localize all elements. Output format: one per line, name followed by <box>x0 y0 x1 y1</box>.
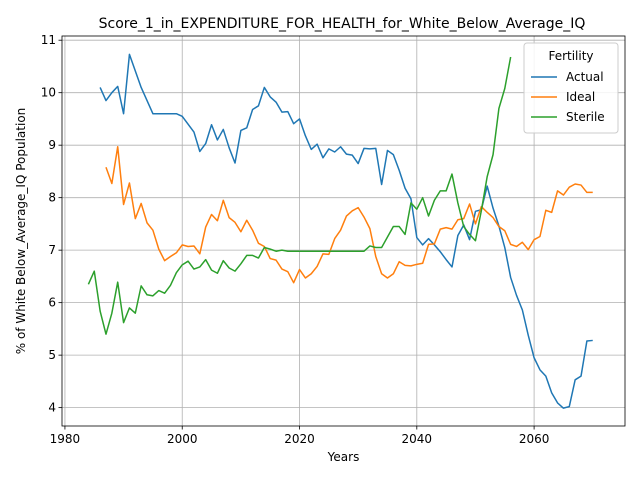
x-tick-label: 2020 <box>284 432 315 446</box>
x-tick-label: 2040 <box>402 432 433 446</box>
y-tick-label: 6 <box>48 296 56 310</box>
x-axis-label: Years <box>327 450 360 464</box>
plot-frame <box>61 35 626 427</box>
y-tick-label: 8 <box>48 191 56 205</box>
legend-label-actual: Actual <box>566 70 604 84</box>
x-tick-label: 2060 <box>519 432 550 446</box>
legend-items: Actual Ideal Sterile <box>531 70 605 124</box>
chart-title: Score_1_in_EXPENDITURE_FOR_HEALTH_for_Wh… <box>99 16 586 32</box>
legend-label-sterile: Sterile <box>566 110 605 124</box>
y-tick-label: 9 <box>48 138 56 152</box>
series-line-ideal <box>105 146 593 284</box>
y-tick-label: 7 <box>48 243 56 257</box>
gridlines <box>62 36 625 426</box>
y-axis-ticks: 4 5 6 7 8 9 10 11 <box>41 33 62 415</box>
legend-box <box>523 42 619 134</box>
legend-title: Fertility <box>548 49 593 63</box>
x-axis-ticks: 1980 2000 2020 2040 2060 <box>50 426 550 446</box>
x-tick-label: 2000 <box>167 432 198 446</box>
y-tick-label: 4 <box>48 401 56 415</box>
series-line-sterile <box>87 56 512 335</box>
y-tick-label: 5 <box>48 348 56 362</box>
series-lines <box>87 53 593 409</box>
series-line-actual <box>99 53 593 409</box>
legend-label-ideal: Ideal <box>566 90 595 104</box>
x-tick-label: 1980 <box>50 432 81 446</box>
y-tick-label: 10 <box>41 86 56 100</box>
y-tick-label: 11 <box>41 33 56 47</box>
y-axis-label: % of White Below_Average_IQ Population <box>14 108 28 355</box>
legend: Fertility Actual Ideal Sterile <box>523 42 619 134</box>
